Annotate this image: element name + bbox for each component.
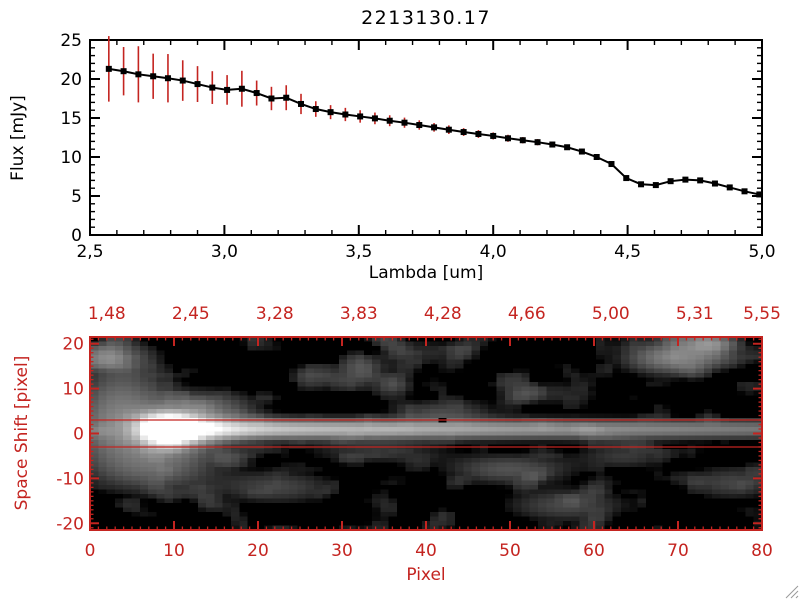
svg-text:0: 0 bbox=[85, 541, 96, 561]
svg-text:70: 70 bbox=[667, 541, 689, 561]
svg-text:50: 50 bbox=[499, 541, 521, 561]
trace-image-canvas bbox=[90, 337, 762, 530]
svg-text:80: 80 bbox=[751, 541, 773, 561]
svg-text:2,45: 2,45 bbox=[172, 304, 210, 324]
svg-text:10: 10 bbox=[163, 541, 185, 561]
svg-text:10: 10 bbox=[62, 380, 84, 400]
svg-text:0: 0 bbox=[73, 425, 84, 445]
svg-text:4,28: 4,28 bbox=[424, 304, 462, 324]
svg-text:-10: -10 bbox=[56, 469, 84, 489]
svg-text:3,0: 3,0 bbox=[211, 242, 238, 262]
svg-text:2,5: 2,5 bbox=[76, 242, 103, 262]
svg-text:3,83: 3,83 bbox=[340, 304, 378, 324]
space-shift-axis-label: Space Shift [pixel] bbox=[12, 355, 32, 511]
svg-text:5: 5 bbox=[71, 187, 82, 207]
pixel-axis-label: Pixel bbox=[406, 565, 446, 585]
svg-text:-20: -20 bbox=[56, 514, 84, 534]
svg-text:10: 10 bbox=[60, 148, 82, 168]
svg-text:20: 20 bbox=[247, 541, 269, 561]
svg-text:20: 20 bbox=[62, 335, 84, 355]
svg-text:4,5: 4,5 bbox=[614, 242, 641, 262]
svg-text:4,0: 4,0 bbox=[480, 242, 507, 262]
lambda-axis-label: Lambda [um] bbox=[368, 263, 484, 283]
svg-text:15: 15 bbox=[60, 109, 82, 129]
svg-text:3,5: 3,5 bbox=[345, 242, 372, 262]
svg-text:30: 30 bbox=[331, 541, 353, 561]
chart-title: 2213130.17 bbox=[361, 7, 491, 29]
spectrum-plot: 2,5 3,0 3,5 4,0 4,5 5,0 0 5 10 15 20 25 bbox=[60, 31, 775, 262]
svg-text:20: 20 bbox=[60, 70, 82, 90]
trace-axes: 0 10 20 30 40 50 60 70 80 1,48 2,45 3,28 3,83 4,28 4,6… bbox=[56, 304, 781, 561]
svg-text:25: 25 bbox=[60, 31, 82, 51]
svg-text:5,00: 5,00 bbox=[592, 304, 630, 324]
svg-text:5,55: 5,55 bbox=[743, 304, 781, 324]
flux-axis-label: Flux [mJy] bbox=[8, 95, 28, 181]
svg-text:4,66: 4,66 bbox=[508, 304, 546, 324]
svg-text:5,0: 5,0 bbox=[748, 242, 775, 262]
svg-text:40: 40 bbox=[415, 541, 437, 561]
svg-text:3,28: 3,28 bbox=[256, 304, 294, 324]
svg-text:60: 60 bbox=[583, 541, 605, 561]
svg-text:0: 0 bbox=[71, 226, 82, 246]
resize-grip-icon[interactable] bbox=[783, 583, 799, 599]
svg-text:5,31: 5,31 bbox=[676, 304, 714, 324]
svg-text:1,48: 1,48 bbox=[88, 304, 126, 324]
